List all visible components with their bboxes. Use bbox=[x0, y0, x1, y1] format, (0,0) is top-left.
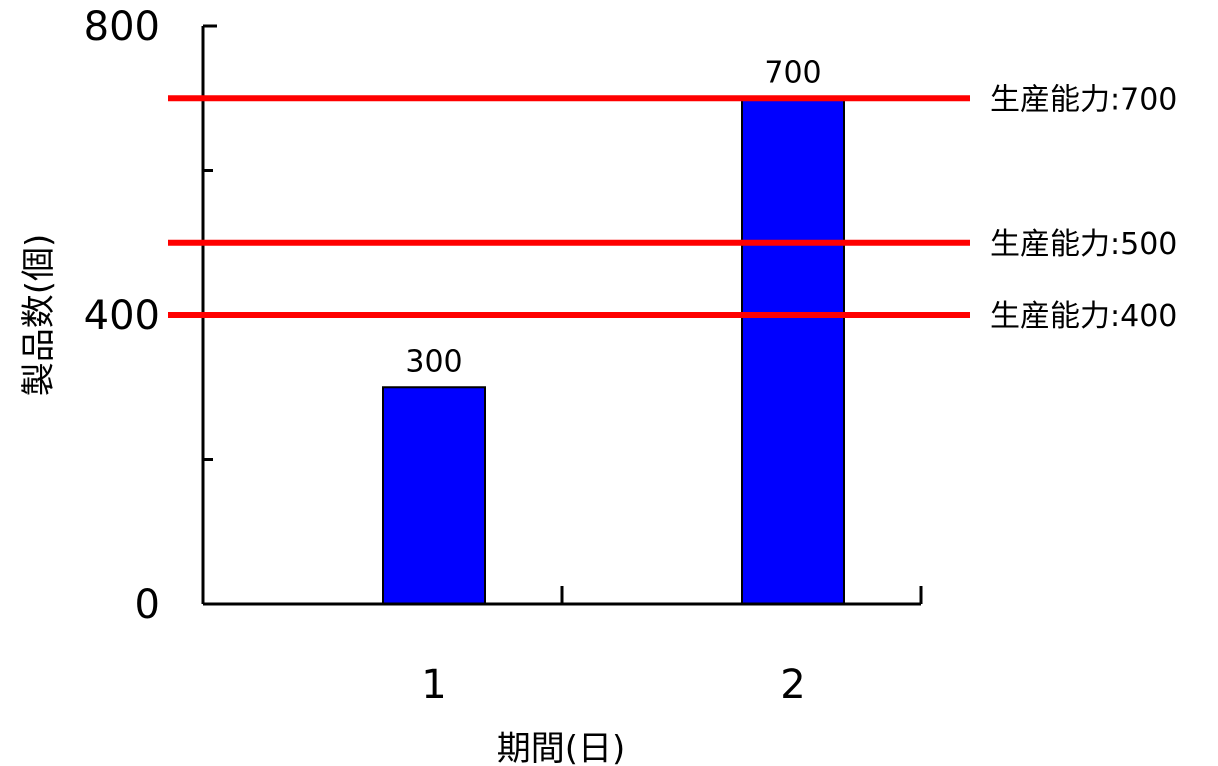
y-tick-label-0: 0 bbox=[135, 582, 160, 628]
bars-layer bbox=[382, 97, 845, 605]
capacity-label-700: 生産能力:700 bbox=[990, 82, 1177, 117]
x-tick-label-1: 1 bbox=[421, 662, 446, 708]
capacity-label-500: 生産能力:500 bbox=[990, 227, 1177, 262]
x-ticks-layer bbox=[560, 586, 923, 604]
y-axis-title: 製品数(個) bbox=[19, 234, 59, 397]
labels-layer: 300 1 700 2 bbox=[405, 55, 821, 708]
bar-2 bbox=[741, 97, 845, 605]
data-label-1: 300 bbox=[405, 344, 462, 379]
x-tick-label-2: 2 bbox=[780, 662, 805, 708]
x-axis-title: 期間(日) bbox=[497, 729, 626, 766]
y-tick-label-400: 400 bbox=[84, 293, 160, 339]
reference-lines-layer: 生産能力:700 生産能力:500 生産能力:400 bbox=[168, 82, 1177, 334]
y-ticks-layer: 0 400 800 bbox=[84, 4, 217, 628]
y-tick-label-800: 800 bbox=[84, 4, 160, 50]
bar-1 bbox=[382, 386, 486, 605]
capacity-label-400: 生産能力:400 bbox=[990, 299, 1177, 334]
data-label-2: 700 bbox=[764, 55, 821, 90]
